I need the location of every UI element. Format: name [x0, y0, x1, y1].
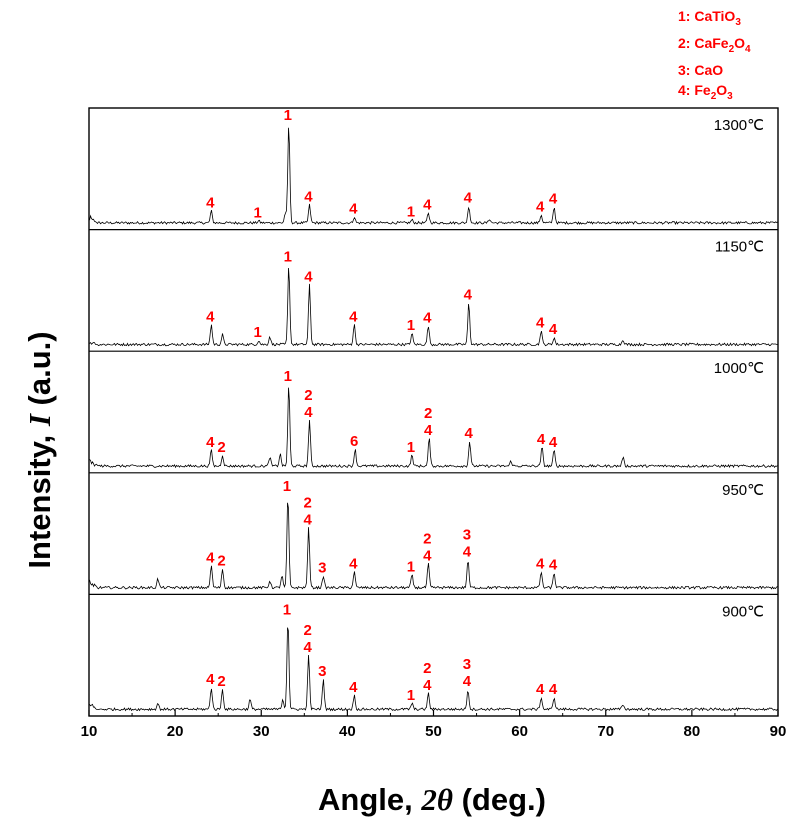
peak-label: 4	[303, 639, 312, 656]
peak-label: 4	[549, 321, 558, 338]
peak-label: 4	[536, 681, 545, 698]
peak-label: 3	[463, 656, 471, 673]
xrd-trace-2	[89, 267, 778, 347]
peak-label: 4	[423, 547, 432, 564]
y-axis-label: Intensity, I (a.u.)	[22, 331, 57, 569]
peak-label: 4	[304, 268, 313, 285]
peak-label: 4	[349, 201, 358, 218]
peak-label: 2	[423, 660, 431, 677]
xrd-trace-5	[89, 627, 778, 712]
peak-label: 1	[284, 107, 292, 124]
xrd-trace-3	[89, 387, 778, 469]
peak-label: 4	[537, 431, 546, 448]
x-tick-label: 80	[684, 723, 701, 740]
peak-label: 4	[549, 681, 558, 698]
peak-label: 1	[407, 204, 415, 221]
temperature-label: 1150℃	[715, 239, 764, 256]
peak-label: 6	[350, 433, 358, 450]
x-tick-label: 30	[253, 723, 270, 740]
peak-label: 1	[407, 687, 415, 704]
peak-label: 2	[304, 387, 312, 404]
xrd-trace-4	[89, 502, 778, 590]
x-tick-label: 10	[81, 723, 98, 740]
peak-label: 4	[549, 434, 558, 451]
peak-label: 4	[423, 197, 432, 214]
x-tick-label: 60	[511, 723, 528, 740]
peak-label: 2	[424, 405, 432, 422]
peak-label: 2	[217, 673, 225, 690]
peak-label: 4	[464, 190, 473, 207]
peak-label: 1	[407, 439, 415, 456]
x-tick-label: 40	[339, 723, 356, 740]
x-tick-label: 20	[167, 723, 184, 740]
peak-label: 1	[407, 558, 415, 575]
x-tick-label: 70	[597, 723, 614, 740]
peak-label: 4	[303, 512, 312, 529]
plot-frame	[88, 107, 779, 717]
legend-item-1: 1: CaTiO3	[678, 8, 741, 28]
peak-label: 3	[318, 559, 326, 576]
peak-label: 4	[349, 679, 358, 696]
peak-label: 3	[463, 527, 471, 544]
peak-label: 4	[536, 555, 545, 572]
peak-label: 1	[253, 205, 261, 222]
peak-label: 2	[303, 622, 311, 639]
peak-label: 4	[349, 555, 358, 572]
temperature-label: 950℃	[722, 482, 764, 499]
peak-label: 4	[464, 286, 473, 303]
peak-label: 4	[304, 189, 313, 206]
peak-label: 4	[549, 191, 558, 208]
peak-label: 4	[206, 434, 215, 451]
peak-label: 4	[423, 309, 432, 326]
legend-item-3: 3: CaO	[678, 61, 724, 78]
peak-label: 1	[283, 601, 291, 618]
peak-label: 4	[349, 308, 358, 325]
x-axis-label: Angle, 2θ (deg.)	[318, 782, 546, 817]
peak-label: 2	[217, 552, 225, 569]
xrd-trace-1	[89, 127, 778, 226]
temperature-label: 1300℃	[714, 117, 764, 134]
peak-label: 4	[463, 673, 472, 690]
peak-label: 4	[304, 404, 313, 421]
peak-label: 4	[536, 314, 545, 331]
temperature-label: 1000℃	[714, 360, 764, 377]
peak-label: 4	[206, 308, 215, 325]
legend-item-2: 2: CaFe2O4	[678, 34, 751, 55]
peak-label: 1	[407, 317, 415, 334]
peak-label: 1	[283, 478, 291, 495]
peak-label: 4	[424, 422, 433, 439]
x-tick-label: 50	[425, 723, 442, 740]
peak-label: 4	[206, 671, 215, 688]
peak-label: 4	[465, 425, 474, 442]
peak-label: 4	[463, 544, 472, 561]
peak-label: 4	[206, 549, 215, 566]
peak-label: 4	[423, 677, 432, 694]
peak-label: 1	[284, 368, 292, 385]
x-tick-label: 90	[770, 723, 787, 740]
peak-label: 1	[253, 324, 261, 341]
temperature-label: 900℃	[722, 603, 764, 620]
legend-item-4: 4: Fe2O3	[678, 81, 733, 102]
peak-label: 4	[206, 195, 215, 212]
peak-label: 1	[284, 249, 292, 266]
peak-label: 2	[423, 530, 431, 547]
peak-label: 3	[318, 663, 326, 680]
peak-label: 2	[303, 495, 311, 512]
peak-label: 2	[217, 439, 225, 456]
peak-label: 4	[549, 556, 558, 573]
phase-legend: 1: CaTiO3 2: CaFe2O4 3: CaO 4: Fe2O3	[678, 6, 751, 106]
peak-label: 4	[536, 199, 545, 216]
